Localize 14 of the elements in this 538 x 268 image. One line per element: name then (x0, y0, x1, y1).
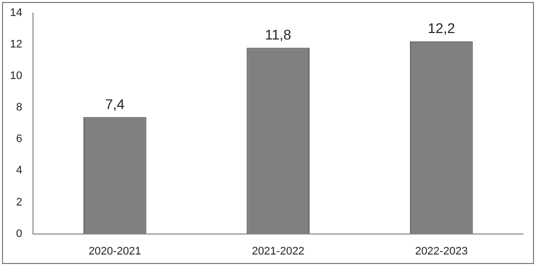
y-tick-label: 2 (16, 196, 22, 208)
x-tick-label: 2022-2023 (415, 245, 468, 258)
y-tick-label: 8 (16, 102, 22, 114)
x-tick-label: 2020-2021 (88, 245, 142, 258)
y-tick-label: 0 (16, 228, 22, 240)
y-tick-label: 12 (10, 38, 22, 51)
y-tick-label: 14 (10, 7, 22, 20)
data-label: 12,2 (428, 20, 456, 36)
data-label: 7,4 (105, 96, 125, 112)
data-label: 11,8 (265, 26, 292, 43)
y-tick-label: 6 (16, 133, 22, 146)
y-tick-label: 4 (16, 164, 22, 177)
x-tick-label: 2021-2022 (252, 245, 304, 258)
y-tick-label: 10 (10, 70, 22, 82)
